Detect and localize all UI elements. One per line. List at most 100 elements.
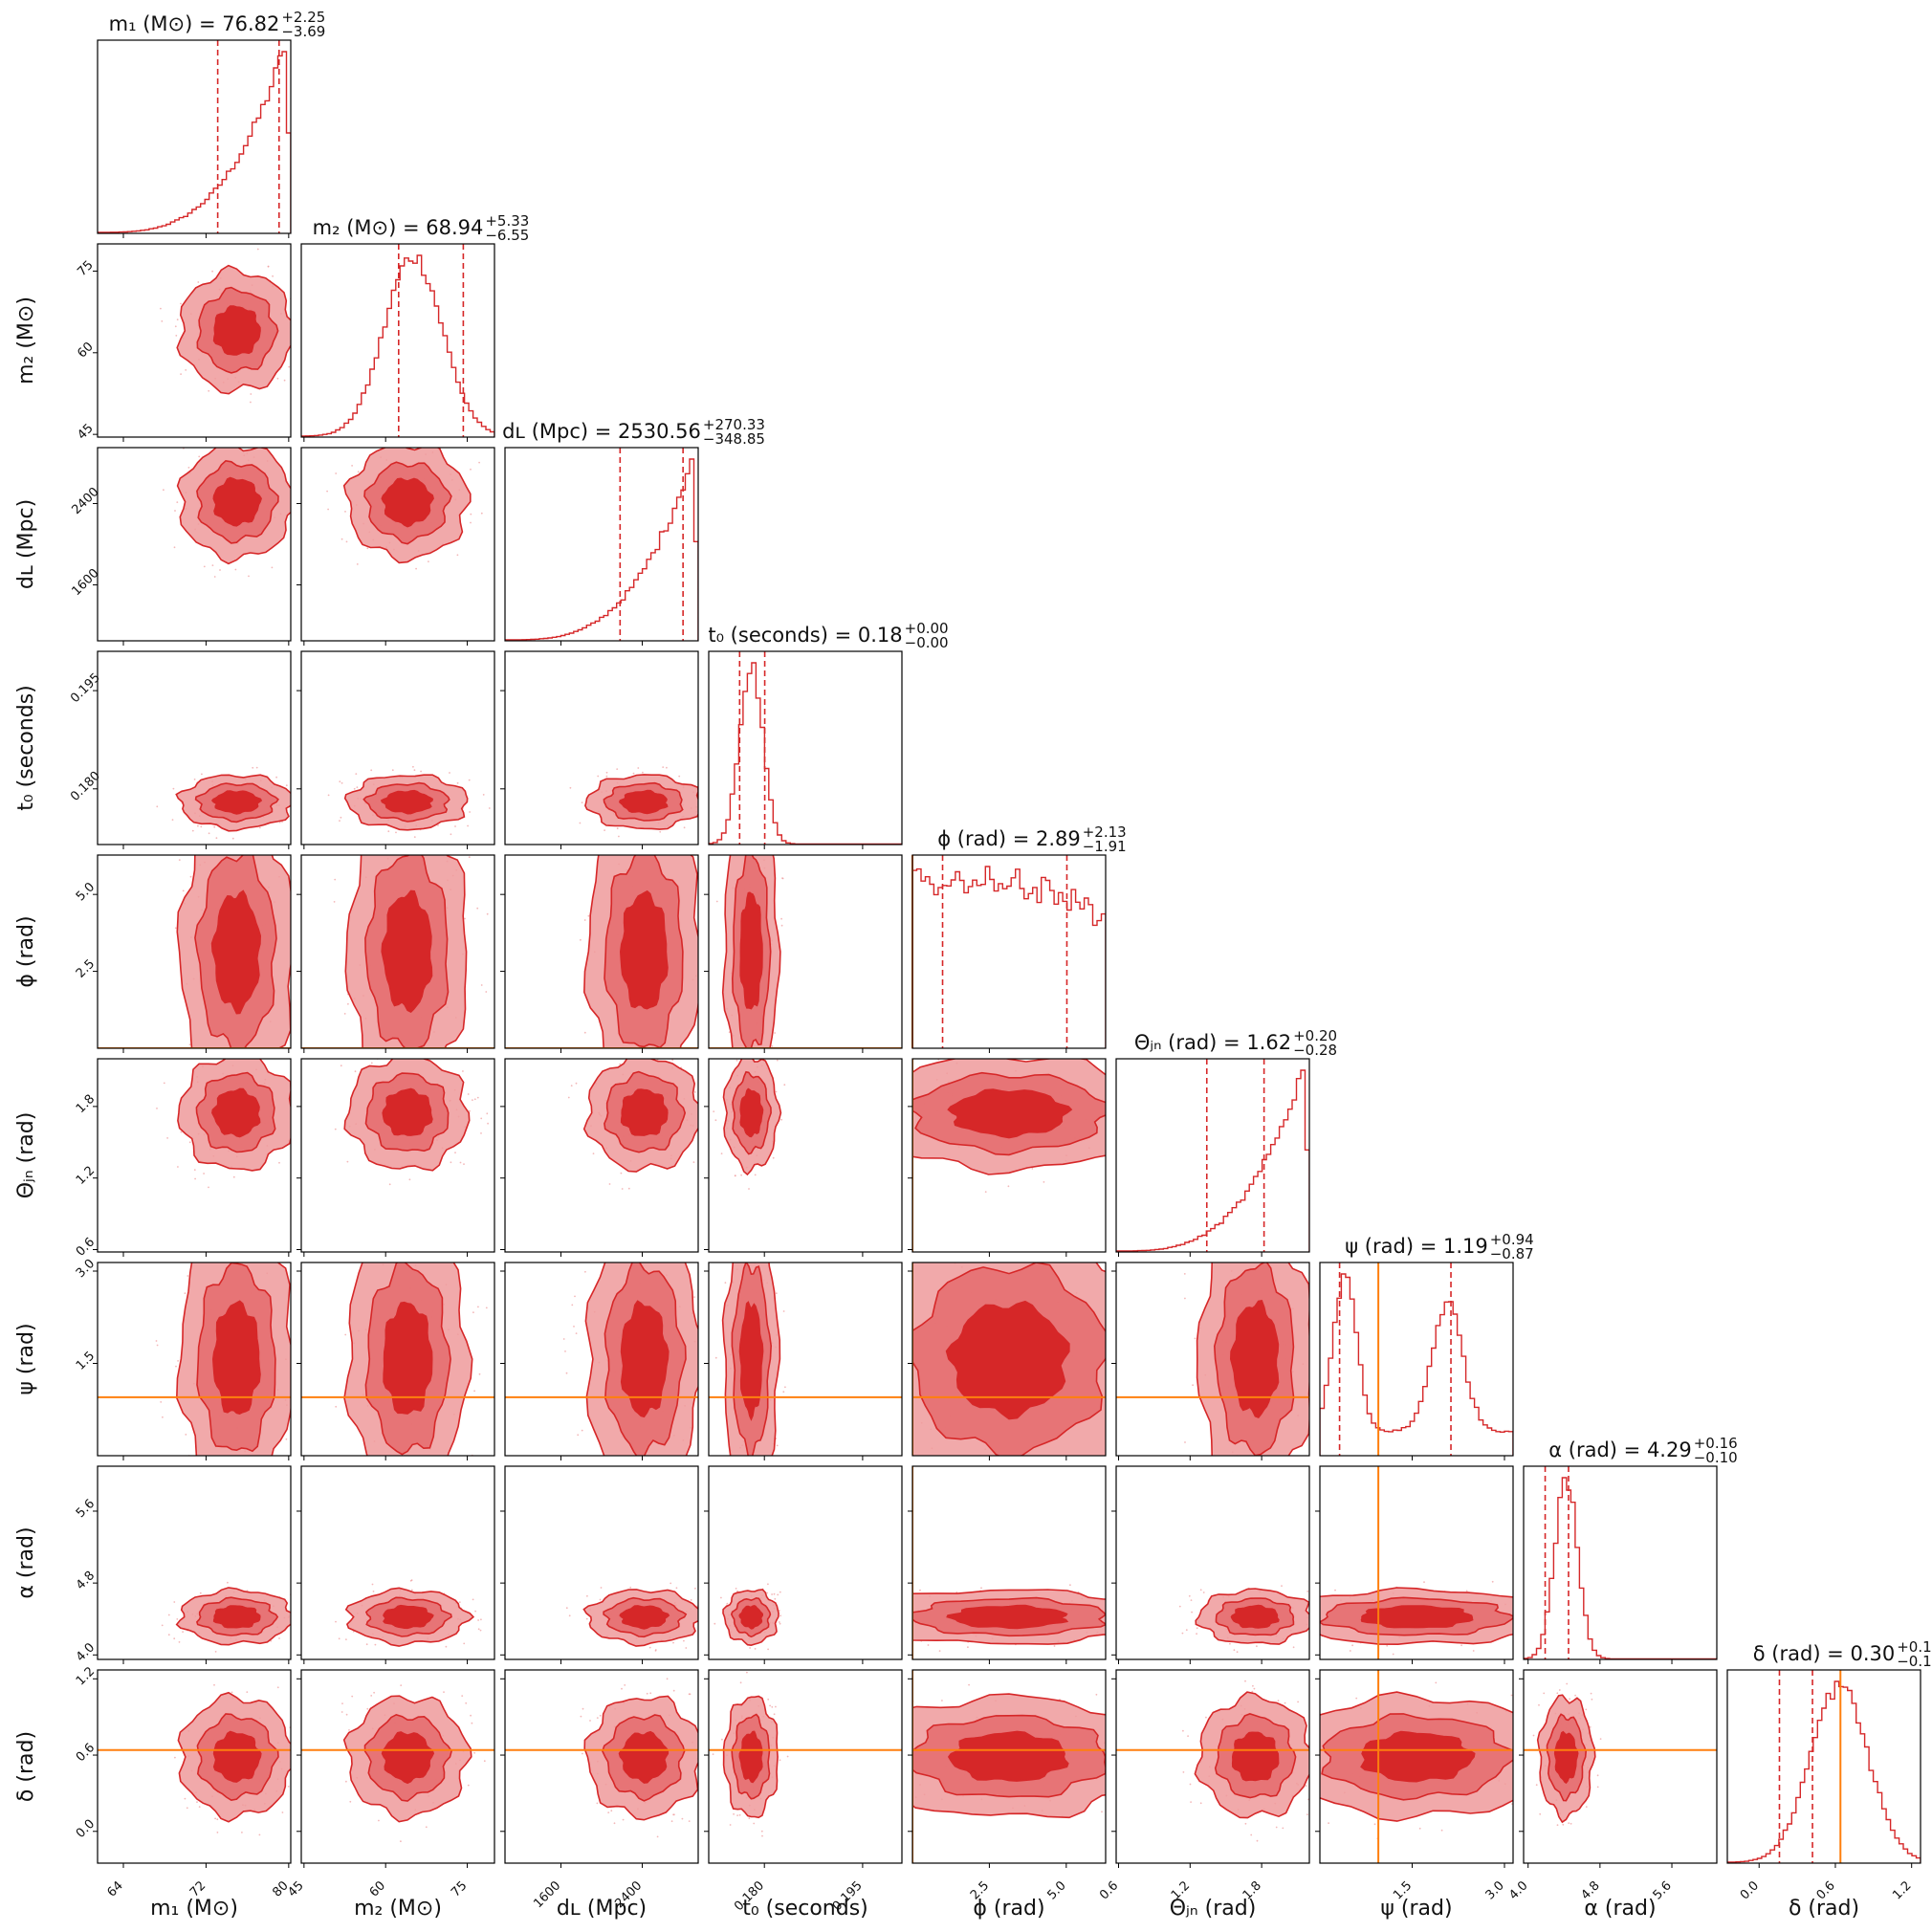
sample-point xyxy=(780,917,782,920)
sample-point xyxy=(174,927,177,930)
x-tick-label-phi: 5.0 xyxy=(1044,1878,1068,1902)
contour-level xyxy=(1360,1605,1474,1629)
sample-point xyxy=(837,1117,839,1119)
sample-point xyxy=(203,565,206,568)
sample-point xyxy=(779,1614,781,1617)
contour-level xyxy=(738,1301,764,1421)
contour-level xyxy=(620,1088,669,1136)
sample-point xyxy=(187,1073,189,1075)
sample-point xyxy=(1288,1260,1290,1262)
sample-point xyxy=(697,847,699,849)
sample-point xyxy=(589,1720,591,1722)
panel-frame xyxy=(911,1465,1107,1660)
x-tick-label-theta_jn: 0.6 xyxy=(1097,1878,1121,1902)
sample-point xyxy=(1229,1642,1231,1645)
contour-level xyxy=(212,1605,261,1629)
contour-panel-alpha-psi xyxy=(1320,1466,1513,1659)
sample-point xyxy=(378,1231,380,1233)
sample-point xyxy=(177,1360,180,1362)
sample-point xyxy=(224,1200,226,1202)
sample-point xyxy=(761,847,763,849)
sample-point xyxy=(293,976,295,977)
sample-point xyxy=(775,1705,777,1708)
panel-frame xyxy=(300,243,495,438)
y-tick-label-theta_jn: 0.6 xyxy=(74,1235,98,1259)
sample-point xyxy=(1182,1729,1184,1732)
sample-point xyxy=(1053,1645,1056,1647)
sample-point xyxy=(662,766,665,768)
contour-level xyxy=(947,1730,1069,1782)
sample-point xyxy=(450,833,452,836)
sample-point xyxy=(745,1208,747,1210)
sample-point xyxy=(178,1641,181,1643)
sample-point xyxy=(233,1049,235,1051)
sample-point xyxy=(356,786,359,789)
sample-point xyxy=(880,1056,882,1058)
sample-point xyxy=(400,1684,403,1686)
sample-point xyxy=(184,1797,187,1800)
sample-point xyxy=(173,546,176,549)
sample-point xyxy=(580,1715,582,1718)
sample-point xyxy=(227,1581,229,1584)
sample-point xyxy=(211,564,214,566)
sample-point xyxy=(188,1043,191,1045)
sample-point xyxy=(313,522,315,524)
sample-point xyxy=(285,784,288,787)
sample-point xyxy=(327,508,329,511)
panel-frame xyxy=(504,1262,699,1457)
y-tick-label-psi: 3.0 xyxy=(74,1257,98,1281)
sample-point xyxy=(1233,1242,1235,1244)
sample-point xyxy=(1129,1047,1131,1049)
sample-point xyxy=(1184,1441,1186,1443)
sample-point xyxy=(267,265,270,268)
sample-point xyxy=(293,1617,295,1619)
sample-point xyxy=(817,1622,819,1624)
sample-point xyxy=(891,1438,893,1440)
sample-point xyxy=(1435,1681,1438,1684)
x-axis-label-alpha: α (rad) xyxy=(1584,1897,1656,1921)
sample-point xyxy=(463,1642,466,1645)
sample-point xyxy=(1351,1644,1353,1647)
sample-point xyxy=(927,1644,930,1646)
sample-point xyxy=(771,1593,773,1595)
sample-point xyxy=(908,1125,910,1127)
contour-panel-delta-alpha xyxy=(1524,1682,1717,1827)
sample-point xyxy=(777,1593,779,1596)
contour-panel-theta_jn-t0 xyxy=(713,1059,786,1190)
sample-point xyxy=(775,1090,778,1093)
sample-point xyxy=(775,1292,778,1295)
sample-point xyxy=(1190,1599,1193,1601)
sample-point xyxy=(613,1822,616,1825)
sample-point xyxy=(757,1227,759,1229)
sample-point xyxy=(889,1065,890,1066)
sample-point xyxy=(203,1173,206,1175)
histogram-t0 xyxy=(709,662,902,845)
err-minus-phi: −1.91 xyxy=(1083,838,1127,855)
sample-point xyxy=(645,852,647,854)
sample-point xyxy=(672,1641,674,1644)
sample-point xyxy=(767,1583,769,1586)
sample-point xyxy=(781,877,783,879)
sample-point xyxy=(454,1152,456,1153)
sample-point xyxy=(468,856,471,859)
contour-panel-delta-t0 xyxy=(709,1671,902,1837)
sample-point xyxy=(736,1814,738,1816)
sample-point xyxy=(327,794,330,797)
sample-point xyxy=(734,1175,736,1177)
panel-frame xyxy=(1523,1465,1718,1660)
sample-point xyxy=(604,829,605,831)
sample-point xyxy=(1310,1769,1312,1771)
sample-point xyxy=(647,1482,648,1483)
sample-point xyxy=(1189,1783,1192,1786)
sample-point xyxy=(1184,1297,1186,1300)
sample-point xyxy=(472,1099,473,1101)
sample-point xyxy=(1192,1309,1194,1311)
sample-point xyxy=(366,547,369,550)
panel-frame xyxy=(708,1669,903,1864)
sample-point xyxy=(565,1607,568,1610)
sample-point xyxy=(836,1095,838,1097)
sample-point xyxy=(1516,1772,1518,1774)
sample-point xyxy=(456,781,459,784)
sample-point xyxy=(1193,1309,1195,1311)
sample-point xyxy=(172,1054,174,1056)
